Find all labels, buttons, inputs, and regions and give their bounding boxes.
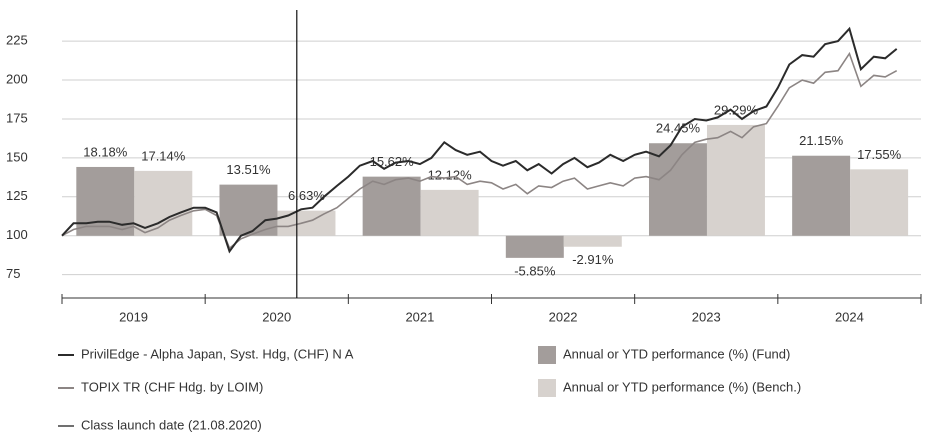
bar-value-label: 17.14% xyxy=(141,148,186,163)
x-tick-label: 2022 xyxy=(549,309,578,324)
bar-value-label: 12.12% xyxy=(428,167,473,182)
bar xyxy=(792,155,851,236)
y-tick-label: 200 xyxy=(6,71,28,86)
bar-value-label: -5.85% xyxy=(514,263,556,278)
bar-value-label: 21.15% xyxy=(799,133,844,148)
bar xyxy=(505,235,564,258)
x-tick-label: 2020 xyxy=(262,309,291,324)
bar xyxy=(76,166,135,236)
bar xyxy=(134,170,193,236)
bar-value-label: 24.45% xyxy=(656,121,701,136)
y-tick-label: 150 xyxy=(6,149,28,164)
legend-label: PrivilEdge - Alpha Japan, Syst. Hdg, (CH… xyxy=(81,346,354,361)
bar-value-label: 13.51% xyxy=(226,162,271,177)
legend-label: Annual or YTD performance (%) (Bench.) xyxy=(563,379,801,394)
legend-swatch xyxy=(538,379,556,397)
bar-value-label: 18.18% xyxy=(83,144,128,159)
y-tick-label: 175 xyxy=(6,110,28,125)
x-tick-label: 2019 xyxy=(119,309,148,324)
legend-label: Annual or YTD performance (%) (Fund) xyxy=(563,346,790,361)
bar xyxy=(706,124,765,236)
bar xyxy=(648,143,707,236)
y-tick-label: 100 xyxy=(6,227,28,242)
bar xyxy=(563,235,622,247)
legend-label: TOPIX TR (CHF Hdg. by LOIM) xyxy=(81,379,263,394)
bar-value-label: -2.91% xyxy=(572,252,614,267)
line xyxy=(61,51,898,250)
bar-value-label: 17.55% xyxy=(857,147,902,162)
y-tick-label: 125 xyxy=(6,188,28,203)
legend-label: Class launch date (21.08.2020) xyxy=(81,417,262,432)
x-tick-label: 2021 xyxy=(405,309,434,324)
y-tick-label: 75 xyxy=(6,266,20,281)
x-tick-label: 2024 xyxy=(835,309,864,324)
line xyxy=(61,26,898,254)
bar xyxy=(219,184,278,236)
bar xyxy=(362,176,421,236)
bar xyxy=(850,169,909,236)
x-tick-label: 2023 xyxy=(692,309,721,324)
legend-swatch xyxy=(538,346,556,364)
y-tick-label: 225 xyxy=(6,33,28,48)
bar xyxy=(277,210,336,236)
bar xyxy=(420,189,479,236)
